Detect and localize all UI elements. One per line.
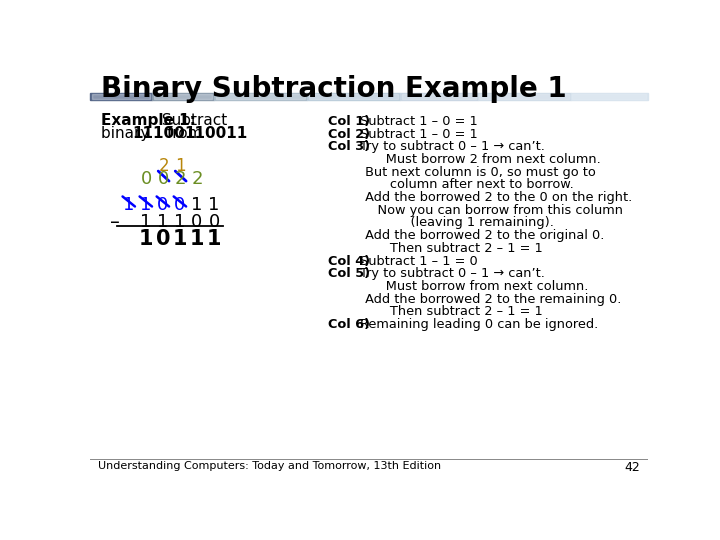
Text: from: from: [162, 126, 207, 140]
Text: 0: 0: [208, 213, 220, 231]
Text: 1: 1: [157, 213, 168, 231]
Text: 11100: 11100: [132, 126, 184, 140]
Text: 110011: 110011: [184, 126, 248, 140]
Bar: [402, 94, 476, 99]
Text: 2: 2: [192, 170, 204, 188]
Text: Understanding Computers: Today and Tomorrow, 13th Edition: Understanding Computers: Today and Tomor…: [98, 461, 441, 471]
Text: Add the borrowed 2 to the original 0.: Add the borrowed 2 to the original 0.: [328, 229, 604, 242]
Text: 1: 1: [208, 195, 220, 214]
Text: 1: 1: [123, 195, 135, 214]
Bar: [400, 92, 477, 100]
Bar: [479, 94, 569, 99]
Text: Binary Subtraction Example 1: Binary Subtraction Example 1: [101, 75, 567, 103]
Text: Remaining leading 0 can be ignored.: Remaining leading 0 can be ignored.: [361, 318, 599, 331]
Text: Try to subtract 0 – 1 → can’t.: Try to subtract 0 – 1 → can’t.: [361, 140, 545, 153]
Text: Subtract 1 – 0 = 1: Subtract 1 – 0 = 1: [361, 127, 478, 140]
Bar: [477, 92, 570, 100]
Text: Must borrow from next column.: Must borrow from next column.: [328, 280, 588, 293]
Bar: [572, 94, 647, 99]
Text: Col 2): Col 2): [328, 127, 374, 140]
Text: (leaving 1 remaining).: (leaving 1 remaining).: [328, 217, 554, 230]
Text: 1: 1: [138, 229, 153, 249]
Text: –: –: [110, 213, 120, 232]
Text: Then subtract 2 – 1 = 1: Then subtract 2 – 1 = 1: [328, 306, 543, 319]
Bar: [91, 94, 150, 99]
Text: Subtract 1 – 0 = 1: Subtract 1 – 0 = 1: [361, 115, 478, 128]
Bar: [309, 94, 398, 99]
Text: 0: 0: [157, 195, 168, 214]
Text: 1: 1: [176, 157, 186, 175]
Bar: [570, 92, 648, 100]
Bar: [152, 92, 214, 100]
Text: 0: 0: [141, 170, 152, 188]
Text: 0: 0: [156, 229, 170, 249]
Bar: [215, 94, 305, 99]
Text: Add the borrowed 2 to the 0 on the right.: Add the borrowed 2 to the 0 on the right…: [328, 191, 632, 204]
Text: 0: 0: [174, 195, 186, 214]
Text: Example 1:: Example 1:: [101, 112, 196, 127]
Text: binary: binary: [101, 126, 154, 140]
Text: Add the borrowed 2 to the remaining 0.: Add the borrowed 2 to the remaining 0.: [328, 293, 621, 306]
Text: 1: 1: [207, 229, 221, 249]
Text: Subtract: Subtract: [158, 112, 228, 127]
Text: Subtract 1 – 1 = 0: Subtract 1 – 1 = 0: [361, 254, 478, 268]
Text: 1: 1: [192, 195, 202, 214]
Bar: [307, 92, 400, 100]
Text: 0: 0: [158, 170, 169, 188]
Text: Col 4): Col 4): [328, 254, 374, 268]
Text: Then subtract 2 – 1 = 1: Then subtract 2 – 1 = 1: [328, 242, 543, 255]
Text: Col 6): Col 6): [328, 318, 374, 331]
Text: 2: 2: [158, 157, 169, 175]
Text: 0: 0: [192, 213, 202, 231]
Text: Now you can borrow from this column: Now you can borrow from this column: [328, 204, 623, 217]
Bar: [90, 92, 152, 100]
Text: 42: 42: [624, 461, 640, 474]
Text: 2: 2: [175, 170, 186, 188]
Bar: [153, 94, 212, 99]
Text: Must borrow 2 from next column.: Must borrow 2 from next column.: [328, 153, 600, 166]
Text: 1: 1: [173, 229, 187, 249]
Text: Try to subtract 0 – 1 → can’t.: Try to subtract 0 – 1 → can’t.: [361, 267, 545, 280]
Text: column after next to borrow.: column after next to borrow.: [328, 178, 574, 191]
Text: 1: 1: [174, 213, 186, 231]
Text: 1: 1: [140, 213, 151, 231]
Bar: [214, 92, 307, 100]
Text: 1: 1: [140, 195, 151, 214]
Text: Col 1): Col 1): [328, 115, 374, 128]
Text: Col 3): Col 3): [328, 140, 374, 153]
Text: Col 5): Col 5): [328, 267, 374, 280]
Text: 1: 1: [189, 229, 204, 249]
Text: But next column is 0, so must go to: But next column is 0, so must go to: [328, 166, 595, 179]
